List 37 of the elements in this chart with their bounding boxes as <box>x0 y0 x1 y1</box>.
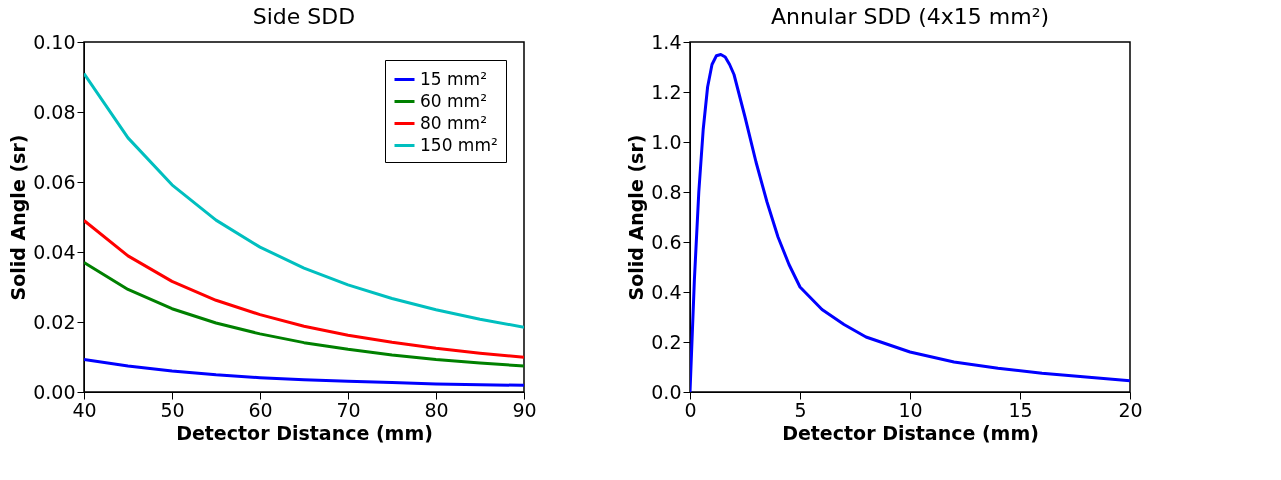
y-tick-label: 0.6 <box>651 230 682 253</box>
y-tick-label: 1.2 <box>651 80 682 103</box>
x-tick-label: 90 <box>512 398 537 421</box>
chart-title: Annular SDD (4x15 mm²) <box>770 4 1050 29</box>
y-tick-label: 0.2 <box>651 330 682 353</box>
x-tick-label: 50 <box>160 398 185 421</box>
y-tick-label: 1.0 <box>651 130 682 153</box>
y-tick-label: 0.06 <box>33 170 76 193</box>
y-tick-label: 0.4 <box>651 280 682 303</box>
x-tick-label: 5 <box>794 398 807 421</box>
x-tick-label: 15 <box>1008 398 1033 421</box>
line-series <box>84 261 524 368</box>
y-tick-label: 0.8 <box>651 180 682 203</box>
x-tick-label: 60 <box>248 398 273 421</box>
y-axis-title: Solid Angle (sr) <box>625 134 648 301</box>
y-tick-label: 0.10 <box>33 30 76 53</box>
line-series <box>84 219 524 359</box>
x-tick-label: 70 <box>336 398 361 421</box>
y-tick-label: 0.0 <box>651 380 682 403</box>
x-tick-label: 0 <box>684 398 697 421</box>
legend-label: 150 mm² <box>420 134 498 155</box>
y-tick-label: 0.04 <box>33 240 76 263</box>
y-tick-label: 0.08 <box>33 100 76 123</box>
x-tick-label: 10 <box>898 398 923 421</box>
y-axis-title: Solid Angle (sr) <box>7 134 30 301</box>
y-tick-label: 1.4 <box>651 30 682 53</box>
x-axis-title: Detector Distance (mm) <box>176 421 433 444</box>
legend-label: 60 mm² <box>420 90 487 111</box>
legend-label: 80 mm² <box>420 112 487 133</box>
legend-label: 15 mm² <box>420 68 487 89</box>
x-axis-title: Detector Distance (mm) <box>782 421 1039 444</box>
line-series <box>84 72 524 329</box>
x-tick-label: 80 <box>424 398 449 421</box>
chart-title: Side SDD <box>252 4 356 29</box>
x-tick-label: 20 <box>1118 398 1143 421</box>
y-tick-label: 0.02 <box>33 310 76 333</box>
line-series <box>84 357 524 387</box>
